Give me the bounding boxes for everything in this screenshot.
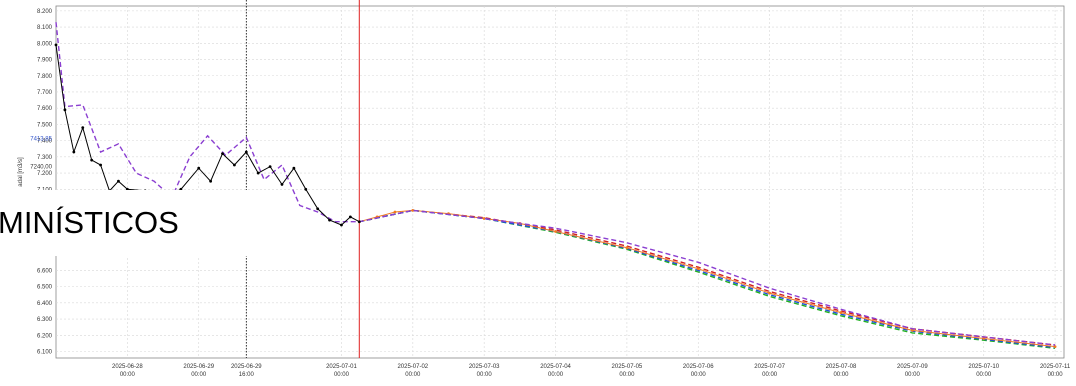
series-point-0 (304, 187, 308, 191)
series-point-0 (99, 163, 103, 167)
x-tick-time: 00:00 (691, 372, 707, 378)
y-marker-label: 7240,00 (30, 165, 52, 171)
series-point-2 (1053, 345, 1057, 349)
overlay-banner-text: MINÍSTICOS (0, 205, 179, 240)
series-point-0 (179, 187, 183, 191)
y-tick-label: 7.500 (37, 122, 53, 128)
series-point-2 (982, 337, 986, 340)
x-tick-time: 00:00 (619, 372, 635, 378)
x-tick-date: 2025-06-29 (231, 364, 262, 370)
series-point-0 (233, 163, 236, 167)
series-point-0 (72, 150, 76, 154)
y-tick-label: 7.600 (37, 106, 53, 112)
y-tick-label: 7.300 (37, 155, 53, 161)
series-point-0 (357, 220, 361, 224)
y-tick-label: 8.200 (37, 9, 53, 15)
x-tick-time: 16:00 (239, 372, 255, 378)
x-tick-date: 2025-07-09 (897, 364, 928, 370)
y-tick-label: 7.200 (37, 171, 53, 177)
y-axis-label: adal [m3/s] (18, 157, 24, 187)
series-point-2 (482, 217, 486, 220)
x-tick-time: 00:00 (1048, 372, 1064, 378)
x-tick-date: 2025-06-29 (183, 364, 214, 370)
series-point-0 (81, 126, 85, 130)
series-point-2 (625, 246, 629, 250)
x-tick-date: 2025-07-05 (612, 364, 643, 370)
series-point-0 (125, 187, 129, 191)
y-tick-label: 6.300 (37, 317, 53, 323)
series-point-0 (117, 179, 120, 183)
x-tick-date: 2025-07-03 (469, 364, 500, 370)
series-line-4 (359, 209, 1056, 349)
series-point-0 (209, 179, 213, 183)
series-point-0 (221, 152, 224, 156)
y-tick-label: 7.400 (37, 139, 53, 145)
x-tick-date: 2025-07-04 (540, 364, 571, 370)
x-tick-time: 00:00 (334, 372, 350, 378)
y-tick-label: 8.100 (37, 25, 53, 31)
x-tick-time: 00:00 (548, 372, 564, 378)
y-tick-label: 7.900 (37, 58, 53, 64)
y-tick-label: 8.000 (37, 41, 53, 47)
x-tick-time: 00:00 (976, 372, 992, 378)
series-point-2 (393, 210, 397, 214)
x-tick-date: 2025-07-06 (683, 364, 714, 370)
series-line-1 (55, 22, 1056, 346)
y-tick-label: 6.200 (37, 333, 53, 339)
x-tick-date: 2025-07-02 (397, 364, 428, 370)
x-tick-date: 2025-07-07 (754, 364, 785, 370)
series-point-2 (768, 291, 772, 295)
y-tick-label: 7.700 (37, 90, 53, 96)
series-line-3 (359, 209, 1056, 349)
series-point-0 (244, 150, 248, 154)
series-point-0 (197, 166, 201, 170)
series-point-0 (63, 108, 67, 112)
x-tick-time: 00:00 (762, 372, 778, 378)
series-point-2 (910, 329, 914, 332)
series-point-0 (268, 165, 272, 168)
y-tick-label: 6.500 (37, 285, 53, 291)
plot-frame (55, 5, 1065, 359)
x-tick-date: 2025-07-01 (326, 364, 357, 370)
overlay-banner: MINÍSTICOS (0, 190, 252, 256)
x-tick-time: 00:00 (405, 372, 421, 378)
series-point-2 (554, 230, 557, 233)
x-tick-date: 2025-06-28 (112, 364, 143, 370)
series-point-0 (316, 207, 320, 211)
x-tick-time: 00:00 (120, 372, 136, 378)
series-point-0 (348, 215, 352, 219)
series-point-2 (696, 267, 700, 271)
x-tick-date: 2025-07-08 (826, 364, 857, 370)
y-tick-label: 6.600 (37, 268, 53, 274)
x-tick-date: 2025-07-10 (968, 364, 999, 370)
x-tick-time: 00:00 (905, 372, 921, 378)
series-point-0 (256, 171, 260, 175)
y-marker-label: 7413,85 (30, 136, 52, 142)
series-point-0 (292, 166, 296, 170)
series-point-0 (280, 183, 284, 186)
y-tick-label: 7.800 (37, 74, 53, 80)
x-tick-time: 00:00 (477, 372, 493, 378)
x-tick-time: 00:00 (191, 372, 207, 378)
x-tick-time: 00:00 (833, 372, 849, 378)
series-point-0 (54, 43, 58, 47)
series-point-0 (340, 223, 343, 227)
y-tick-label: 6.100 (37, 350, 53, 356)
series-point-0 (90, 158, 94, 162)
y-tick-label: 6.400 (37, 301, 53, 307)
x-tick-date: 2025-07-11 (1040, 364, 1071, 370)
series-point-2 (839, 311, 843, 314)
series-point-0 (328, 218, 331, 222)
